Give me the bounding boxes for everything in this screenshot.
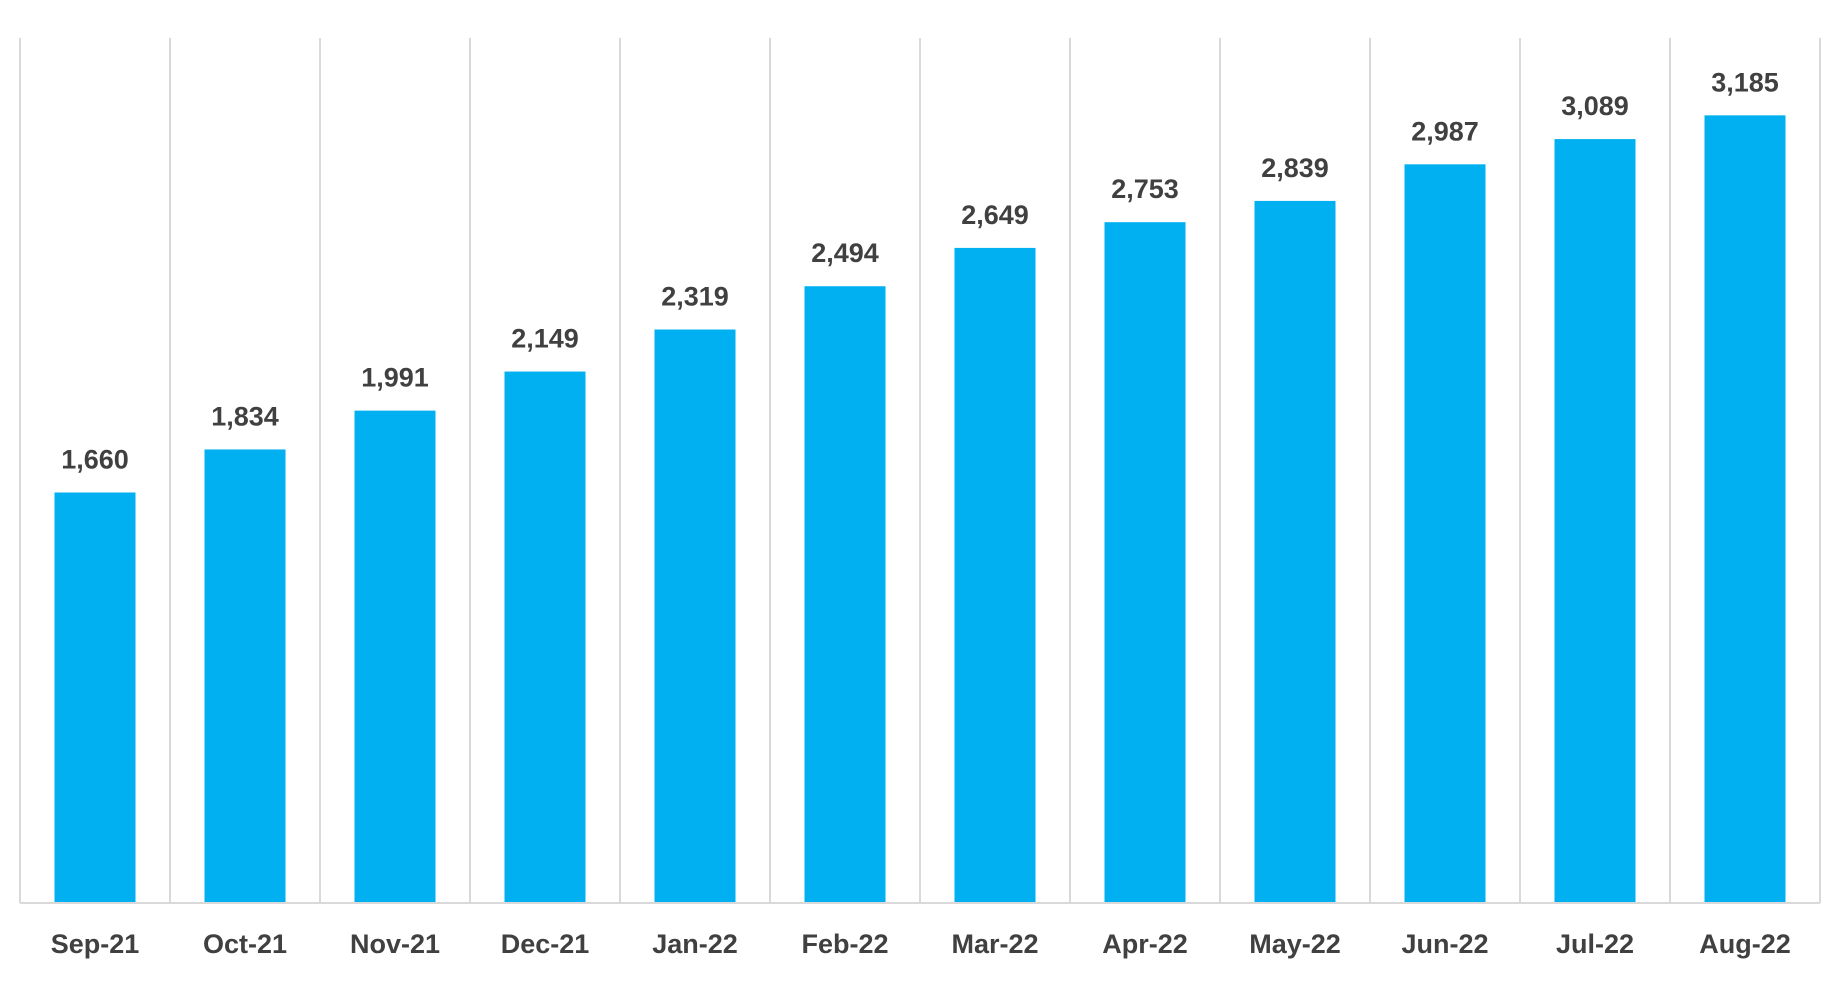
data-labels: 1,660 1,834 1,991 2,149 2,319 2,494 2,649 2,753… [61, 67, 1779, 474]
data-label-aug-22: 3,185 [1711, 67, 1779, 97]
x-tick-label-may-22: May-22 [1249, 929, 1341, 959]
data-label-jun-22: 2,987 [1411, 116, 1479, 146]
bar-apr-22 [1104, 222, 1186, 903]
bar-may-22 [1254, 200, 1336, 904]
data-label-jul-22: 3,089 [1561, 91, 1629, 121]
x-tick-label-apr-22: Apr-22 [1102, 929, 1188, 959]
data-label-may-22: 2,839 [1261, 153, 1329, 183]
x-tick-label-feb-22: Feb-22 [801, 929, 888, 959]
data-label-mar-22: 2,649 [961, 200, 1029, 230]
data-label-nov-21: 1,991 [361, 363, 429, 393]
x-tick-label-mar-22: Mar-22 [951, 929, 1038, 959]
data-label-feb-22: 2,494 [811, 238, 879, 268]
x-tick-label-aug-22: Aug-22 [1699, 929, 1791, 959]
x-tick-label-jun-22: Jun-22 [1401, 929, 1488, 959]
x-tick-label-jul-22: Jul-22 [1556, 929, 1634, 959]
grid-lines [19, 38, 1821, 903]
data-label-oct-21: 1,834 [211, 401, 279, 431]
data-label-jan-22: 2,319 [661, 282, 729, 312]
bars [54, 115, 1786, 904]
x-tick-label-sep-21: Sep-21 [51, 929, 140, 959]
x-tick-labels: Sep-21 Oct-21 Nov-21 Dec-21 Jan-22 Feb-22 Mar-… [51, 929, 1791, 959]
data-label-apr-22: 2,753 [1111, 174, 1179, 204]
bar-oct-21 [204, 449, 286, 903]
bar-dec-21 [504, 371, 586, 903]
bar-nov-21 [354, 410, 436, 903]
bar-jun-22 [1404, 164, 1486, 904]
bar-jan-22 [654, 329, 736, 903]
bar-jul-22 [1554, 139, 1636, 903]
x-tick-label-oct-21: Oct-21 [203, 929, 287, 959]
bar-aug-22 [1704, 115, 1786, 904]
data-label-sep-21: 1,660 [61, 444, 129, 474]
x-tick-label-dec-21: Dec-21 [501, 929, 590, 959]
bar-feb-22 [804, 286, 886, 904]
bar-mar-22 [954, 247, 1036, 904]
x-tick-label-jan-22: Jan-22 [652, 929, 738, 959]
bar-sep-21 [54, 492, 136, 903]
x-tick-label-nov-21: Nov-21 [350, 929, 440, 959]
data-label-dec-21: 2,149 [511, 324, 579, 354]
